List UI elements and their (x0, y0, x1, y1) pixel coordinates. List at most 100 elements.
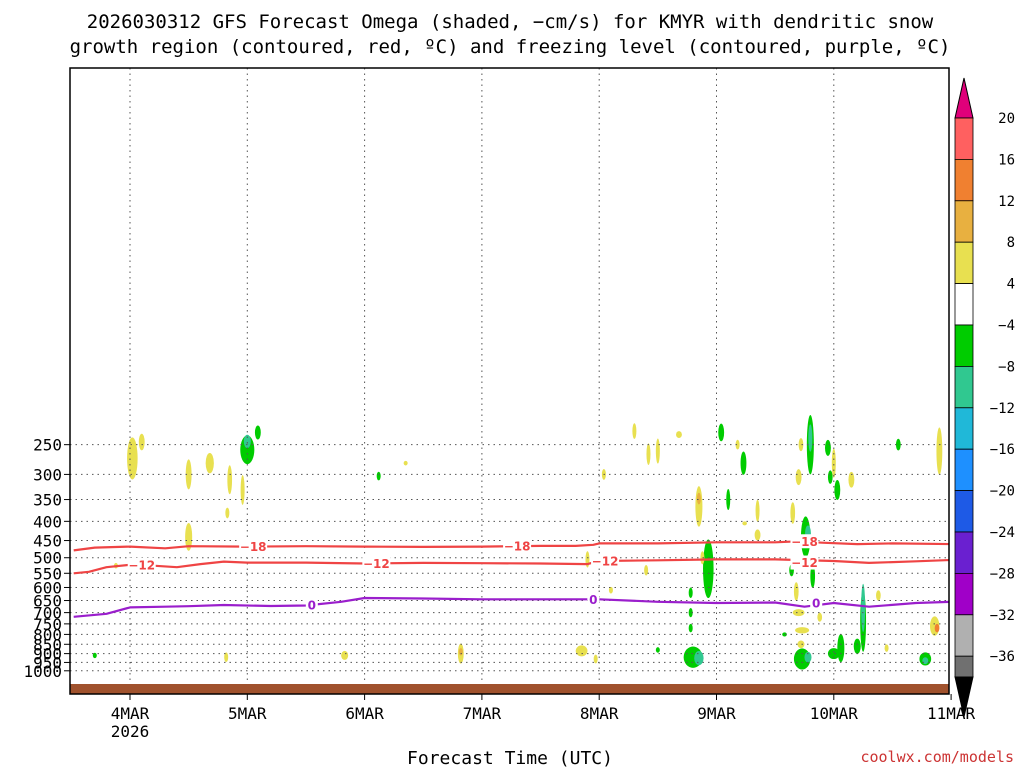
y-tick-label: 350 (33, 491, 62, 510)
colorbar-label: −32 (990, 608, 1015, 624)
contour-label-bg (591, 553, 620, 568)
omega-blob (742, 521, 747, 526)
y-tick-label: 400 (33, 512, 62, 531)
x-tick-label: 11MAR (927, 704, 976, 723)
omega-blob (688, 607, 693, 618)
omega-blob (790, 502, 796, 524)
omega-blob (703, 539, 714, 599)
colorbar-swatch (954, 158, 974, 202)
omega-blob (755, 499, 760, 522)
chart-title-line-1: 2026030312 GFS Forecast Omega (shaded, −… (87, 11, 934, 33)
contour-label: 0 (308, 598, 316, 612)
colorbar-swatch (954, 655, 974, 678)
omega-blob (700, 551, 705, 565)
contour-label: −18 (791, 535, 818, 549)
omega-blob (185, 522, 193, 551)
omega-blob (254, 425, 261, 440)
omega-blob (848, 471, 855, 488)
omega-blob (225, 507, 230, 519)
omega-blob (922, 657, 929, 665)
contour-label: 0 (589, 593, 597, 607)
omega-blob (853, 638, 861, 654)
omega-blob (810, 564, 816, 588)
contour-label: −12 (791, 556, 818, 570)
omega-blob (240, 475, 245, 505)
omega-blob (861, 583, 866, 633)
y-tick-label: 750 (33, 615, 62, 634)
omega-blob (632, 423, 637, 439)
y-tick-label: 300 (33, 465, 62, 484)
omega-blob (696, 492, 701, 505)
contour-label-bg (503, 539, 532, 554)
contour-label: −12 (592, 554, 619, 568)
x-tick-label: 10MAR (810, 704, 859, 723)
colorbar-label: −16 (990, 442, 1015, 458)
colorbar-swatch (954, 241, 974, 284)
omega-blob (825, 439, 831, 456)
omega-blob (735, 439, 740, 450)
omega-blob (575, 645, 588, 657)
colorbar-label: −24 (990, 525, 1015, 541)
omega-blob (876, 590, 881, 601)
contour-label-bg (790, 555, 819, 570)
x-axis-label: Forecast Time (UTC) (407, 748, 613, 768)
omega-blob (798, 438, 804, 452)
omega-blob (895, 438, 901, 451)
credit-text[interactable]: coolwx.com/models (860, 748, 1014, 766)
contour-label: −18 (504, 540, 531, 554)
omega-blob (646, 443, 651, 465)
colorbar-swatch (954, 490, 974, 533)
omega-blob (676, 431, 682, 439)
plot-frame (69, 67, 950, 695)
y-tick-label: 650 (33, 592, 62, 611)
colorbar-swatch (954, 200, 974, 243)
y-tick-label: 700 (33, 604, 62, 623)
omega-blob (718, 423, 725, 442)
colorbar-label: −28 (990, 566, 1015, 582)
omega-blob (644, 564, 649, 576)
colorbar-label: 16 (998, 152, 1015, 168)
omega-blob (127, 437, 138, 480)
colorbar-swatch (954, 531, 974, 574)
omega-blob (884, 644, 889, 652)
omega-blob (593, 654, 598, 664)
colorbar-label: 4 (1007, 277, 1015, 293)
colorbar-swatch (954, 614, 974, 657)
omega-blob (817, 612, 823, 622)
x-tick-label: 6MAR (345, 704, 384, 723)
chart-title-line-2: growth region (contoured, red, ºC) and f… (70, 36, 951, 58)
omega-blob (792, 609, 805, 617)
contour-label: 0 (812, 597, 820, 611)
contour-label-bg (239, 539, 268, 554)
omega-blob (831, 448, 836, 478)
contour-line-dgz-minus12 (73, 558, 949, 575)
y-tick-label: 250 (33, 436, 62, 455)
contour-label-bg (790, 534, 819, 549)
y-tick-label: 1000 (23, 662, 62, 681)
omega-blob (458, 648, 463, 656)
y-tick-label: 800 (33, 625, 62, 644)
omega-blob (224, 652, 229, 663)
omega-blob (243, 434, 251, 449)
omega-blob (688, 623, 693, 633)
colorbar-swatch (954, 448, 974, 492)
omega-blob (205, 452, 214, 474)
colorbar-label: −20 (990, 484, 1015, 500)
x-tick-label: 7MAR (463, 704, 502, 723)
omega-blob (782, 632, 787, 637)
omega-blob (837, 633, 845, 663)
omega-blob (827, 648, 840, 660)
colorbar-label: −36 (990, 649, 1015, 665)
x-tick-label: 8MAR (580, 704, 619, 723)
omega-blob (185, 459, 192, 490)
omega-blob (376, 471, 381, 481)
colorbar-label: −12 (990, 401, 1015, 417)
omega-blob (726, 489, 731, 511)
y-tick-label: 950 (33, 653, 62, 672)
omega-blob (227, 465, 233, 495)
omega-blob (793, 582, 799, 601)
contour-label: −18 (240, 540, 267, 554)
colorbar-label: −8 (998, 359, 1015, 375)
